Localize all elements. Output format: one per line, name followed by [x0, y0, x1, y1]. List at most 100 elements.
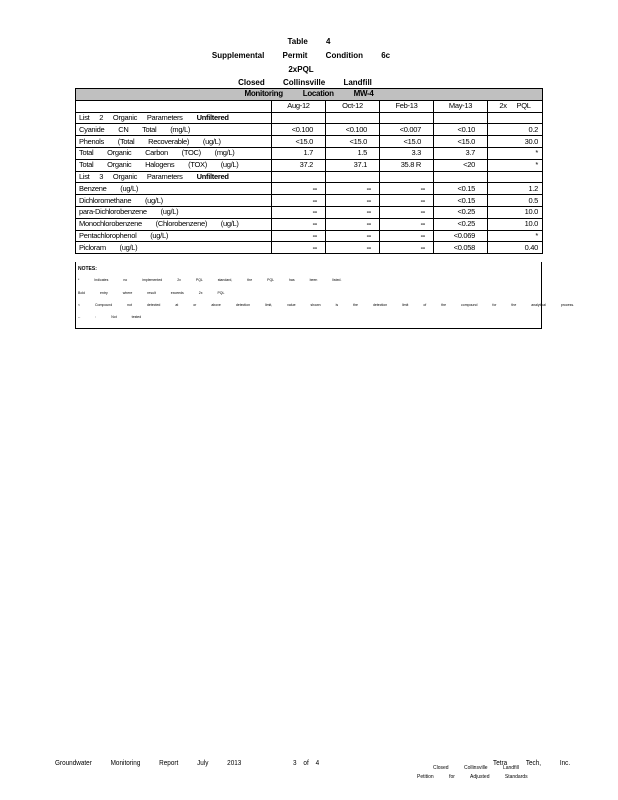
column-header — [75, 99, 272, 113]
parameter-name: Benzene (ug/L) — [75, 182, 272, 196]
result-value: 3.7 — [433, 146, 488, 160]
pql-value: * — [486, 158, 544, 172]
pql-value: 0.2 — [486, 123, 544, 137]
pql-value: 1.2 — [486, 182, 544, 196]
table-subtitle: Supplemental Permit Condition 6c — [211, 51, 391, 60]
result-value: <15.0 — [271, 135, 326, 148]
result-value: <15.0 — [379, 135, 434, 148]
result-value: -- — [379, 241, 434, 255]
monitoring-location: Monitoring Location MW-4 — [74, 88, 544, 101]
empty-cell — [379, 111, 434, 125]
section-title: List 3 Organic Parameters Unfiltered — [75, 170, 272, 184]
empty-cell — [325, 170, 380, 184]
result-value: -- — [325, 205, 380, 219]
pql-value: 0.40 — [486, 241, 544, 255]
pql-value: 10.0 — [486, 205, 544, 219]
table-row: Total Organic Halogens (TOX) (ug/L) 37.2 3… — [75, 158, 544, 172]
result-value: <0.069 — [433, 229, 488, 243]
result-value: <0.15 — [433, 182, 488, 196]
parameter-name: Cyanide CN Total (mg/L) — [75, 123, 272, 137]
result-value: -- — [379, 205, 434, 219]
result-value: -- — [325, 241, 380, 255]
result-value: <0.100 — [271, 123, 326, 137]
table-row: Pentachlorophenol (ug/L) -- -- -- <0.069 * — [75, 229, 544, 243]
parameter-name: Phenols (Total Recoverable) (ug/L) — [75, 135, 272, 148]
section-title: List 2 Organic Parameters Unfiltered — [75, 111, 272, 125]
result-value: <0.25 — [433, 217, 488, 231]
section-name: List 3 Organic Parameters — [79, 171, 183, 181]
note-item: < Compound not detected at or above dete… — [78, 303, 575, 307]
table-row: Benzene (ug/L) -- -- -- <0.15 1.2 — [75, 182, 544, 196]
note-item: * Indicates no implemented 2x PQL standa… — [78, 278, 342, 282]
pql-value: 0.5 — [486, 194, 544, 207]
empty-cell — [271, 111, 326, 125]
result-value: -- — [271, 182, 326, 196]
parameter-name: Picloram (ug/L) — [75, 241, 272, 255]
column-header: Feb-13 — [379, 99, 434, 113]
result-value: 1.7 — [271, 146, 326, 160]
note-item: -- : Not tested — [78, 315, 142, 319]
result-value: 35.8 R — [379, 158, 434, 172]
page-number: 3 of 4 — [293, 758, 320, 767]
result-value: <0.25 — [433, 205, 488, 219]
notes-box: NOTES: * Indicates no implemented 2x PQL… — [75, 262, 574, 329]
result-value: -- — [271, 205, 326, 219]
result-value: -- — [379, 194, 434, 207]
empty-cell — [486, 170, 544, 184]
table-row: Phenols (Total Recoverable) (ug/L) <15.0 <… — [75, 135, 544, 148]
pql-value: 10.0 — [486, 217, 544, 231]
column-header: Aug-12 — [271, 99, 326, 113]
result-value: -- — [379, 229, 434, 243]
result-value: <0.15 — [433, 194, 488, 207]
empty-cell — [486, 111, 544, 125]
empty-cell — [433, 170, 488, 184]
empty-cell — [325, 111, 380, 125]
section-name: List 2 Organic Parameters — [79, 112, 183, 122]
section-qualifier: Unfiltered — [196, 171, 229, 181]
notes-title: NOTES: — [78, 266, 97, 272]
result-value: -- — [325, 229, 380, 243]
result-value: <15.0 — [325, 135, 380, 148]
column-header: 2x PQL — [486, 99, 544, 113]
result-value: <0.100 — [325, 123, 380, 137]
result-value: -- — [271, 194, 326, 207]
table-row: Cyanide CN Total (mg/L) <0.100 <0.100 <0.00… — [75, 123, 544, 137]
header-row: Aug-12 Oct-12 Feb-13 May-13 2x PQL — [75, 99, 544, 113]
column-header: Oct-12 — [325, 99, 380, 113]
parameter-name: Dichloromethane (ug/L) — [75, 194, 272, 207]
parameter-name: Total Organic Halogens (TOX) (ug/L) — [75, 158, 272, 172]
result-value: 3.3 — [379, 146, 434, 160]
parameter-name: Monochlorobenzene (Chlorobenzene) (ug/L) — [75, 217, 272, 231]
section-row: List 2 Organic Parameters Unfiltered — [75, 111, 544, 125]
footer-site-name: Closed Collinsville Landfill — [433, 765, 519, 771]
table-row: para-Dichlorobenzene (ug/L) -- -- -- <0.25 10… — [75, 205, 544, 219]
result-value: <0.058 — [433, 241, 488, 255]
section-row: List 3 Organic Parameters Unfiltered — [75, 170, 544, 184]
results-table: Monitoring Location MW-4 Aug-12 Oct-12 F… — [74, 88, 544, 255]
column-header: May-13 — [433, 99, 488, 113]
section-qualifier: Unfiltered — [196, 112, 229, 122]
result-value: 37.1 — [325, 158, 380, 172]
company-name: Tetra Tech, Inc. — [493, 758, 571, 767]
table-row: Monochlorobenzene (Chlorobenzene) (ug/L)… — [75, 217, 544, 231]
pql-value: * — [486, 146, 544, 160]
empty-cell — [379, 170, 434, 184]
table-row: Total Organic Carbon (TOC) (mg/L) 1.7 1.5 3… — [75, 146, 544, 160]
pql-value: * — [486, 229, 544, 243]
table-number: Table 4 — [287, 37, 331, 46]
result-value: -- — [325, 194, 380, 207]
table-row: Dichloromethane (ug/L) -- -- -- <0.15 0.5 — [75, 194, 544, 207]
footer-doc-title: Petition for Adjusted Standards — [417, 774, 528, 780]
result-value: -- — [271, 217, 326, 231]
pql-value: 30.0 — [486, 135, 544, 148]
result-value: -- — [379, 217, 434, 231]
site-name: Closed Collinsville Landfill — [238, 78, 372, 87]
note-item: Bold entry where result exceeds 2x PQL — [78, 291, 225, 295]
parameter-name: para-Dichlorobenzene (ug/L) — [75, 205, 272, 219]
location-row: Monitoring Location MW-4 — [74, 88, 544, 101]
result-value: 1.5 — [325, 146, 380, 160]
result-value: -- — [271, 241, 326, 255]
parameter-name: Total Organic Carbon (TOC) (mg/L) — [75, 146, 272, 160]
table-row: Picloram (ug/L) -- -- -- <0.058 0.40 — [75, 241, 544, 255]
result-value: <20 — [433, 158, 488, 172]
